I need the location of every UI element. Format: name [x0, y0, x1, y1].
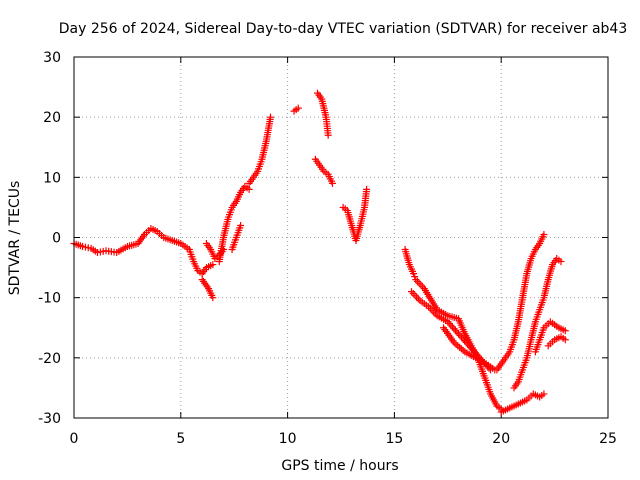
data-segment-8: [311, 155, 336, 187]
data-point: [561, 336, 569, 344]
data-point: [557, 258, 565, 266]
data-point: [209, 261, 217, 269]
data-point: [237, 221, 245, 229]
data-point: [409, 289, 417, 297]
data-point: [415, 279, 423, 287]
chart-title: Day 256 of 2024, Sidereal Day-to-day VTE…: [59, 21, 628, 37]
data-point: [448, 323, 456, 331]
data-point: [456, 331, 464, 339]
data-point: [407, 288, 415, 296]
data-point: [410, 270, 418, 278]
data-point: [464, 340, 472, 348]
data-point: [450, 325, 458, 333]
data-segment-0: [70, 224, 217, 278]
data-segment-17: [544, 333, 569, 350]
data-segment-12: [440, 324, 499, 374]
data-point: [461, 337, 469, 345]
plot-frame: [73, 56, 609, 419]
data-point: [458, 333, 466, 341]
y-axis-label: SDTVAR / TECUs: [7, 181, 23, 296]
data-segment-3: [215, 182, 253, 266]
data-point: [467, 344, 475, 352]
data-point: [459, 335, 467, 343]
data-point: [540, 390, 548, 398]
data-point: [209, 294, 217, 302]
data-segment-7: [314, 89, 332, 139]
y-tick-label: 10: [43, 170, 61, 186]
x-tick-label: 0: [70, 431, 79, 447]
y-tick-label: 0: [52, 231, 61, 247]
data-point: [465, 342, 473, 350]
x-tick-label: 10: [279, 431, 297, 447]
x-tick-label: 20: [492, 431, 510, 447]
data-points: [70, 89, 569, 416]
data-point: [413, 293, 421, 301]
y-tick-label: -10: [38, 291, 61, 307]
data-point: [411, 273, 419, 281]
data-point: [453, 328, 461, 336]
data-segment-4: [228, 221, 245, 254]
data-segment-13: [497, 390, 548, 416]
data-segment-6: [290, 104, 302, 115]
data-segment-16: [531, 318, 569, 356]
data-segment-1: [198, 276, 217, 302]
data-segment-9: [339, 185, 371, 245]
data-point: [411, 291, 419, 299]
x-axis-label: GPS time / hours: [281, 458, 398, 474]
x-tick-label: 25: [599, 431, 617, 447]
data-point: [468, 345, 476, 353]
data-point: [451, 326, 459, 334]
data-point: [445, 319, 453, 327]
data-point: [294, 104, 302, 112]
data-point: [462, 338, 470, 346]
grid-lines: [74, 57, 608, 418]
data-point: [324, 131, 332, 139]
data-point: [267, 113, 275, 121]
y-tick-label: 20: [43, 110, 61, 126]
y-tick-label: -20: [38, 351, 61, 367]
data-point: [444, 318, 452, 326]
y-tick-label: 30: [43, 50, 61, 66]
y-tick-label: -30: [38, 411, 61, 427]
data-point: [328, 179, 336, 187]
data-segment-15: [510, 255, 565, 392]
data-segment-5: [245, 113, 275, 187]
y-tick-labels: -30 -20 -10 0 10 20 30: [38, 50, 61, 427]
data-point: [447, 321, 455, 329]
data-point: [414, 295, 422, 303]
data-point: [561, 327, 569, 335]
x-tick-labels: 0 5 10 15 20 25: [70, 431, 617, 447]
data-point: [417, 281, 425, 289]
data-point: [245, 185, 253, 193]
data-segment-10: [401, 246, 505, 413]
data-segment-14: [493, 230, 548, 374]
x-tick-label: 15: [385, 431, 403, 447]
data-point: [454, 330, 462, 338]
x-tick-label: 5: [176, 431, 185, 447]
data-point: [540, 230, 548, 238]
data-point: [363, 185, 371, 193]
